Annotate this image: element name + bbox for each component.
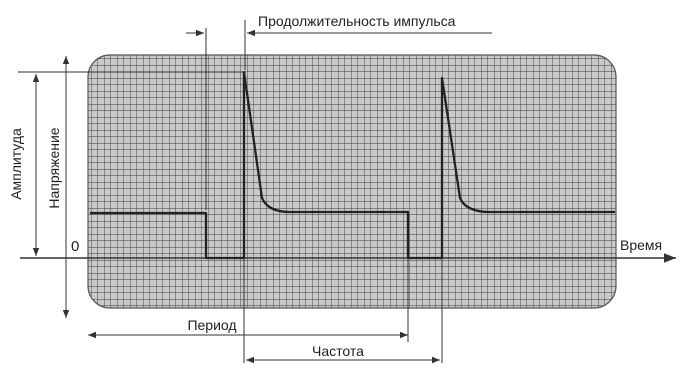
pulse-duration-dimension bbox=[186, 20, 492, 210]
time-label: Время bbox=[620, 237, 662, 253]
frequency-label: Частота bbox=[312, 343, 364, 359]
period-label: Период bbox=[187, 317, 236, 333]
signal-waveform bbox=[90, 70, 615, 260]
grid-screen bbox=[87, 54, 617, 309]
period-dimension bbox=[88, 258, 409, 342]
zero-label: 0 bbox=[71, 238, 79, 255]
amplitude-dimension bbox=[18, 71, 246, 256]
amplitude-label: Амплитуда bbox=[8, 128, 24, 200]
voltage-label: Напряжение bbox=[46, 127, 62, 208]
frequency-dimension bbox=[243, 258, 443, 364]
pulse-duration-label: Продолжительность импульса bbox=[258, 13, 456, 29]
